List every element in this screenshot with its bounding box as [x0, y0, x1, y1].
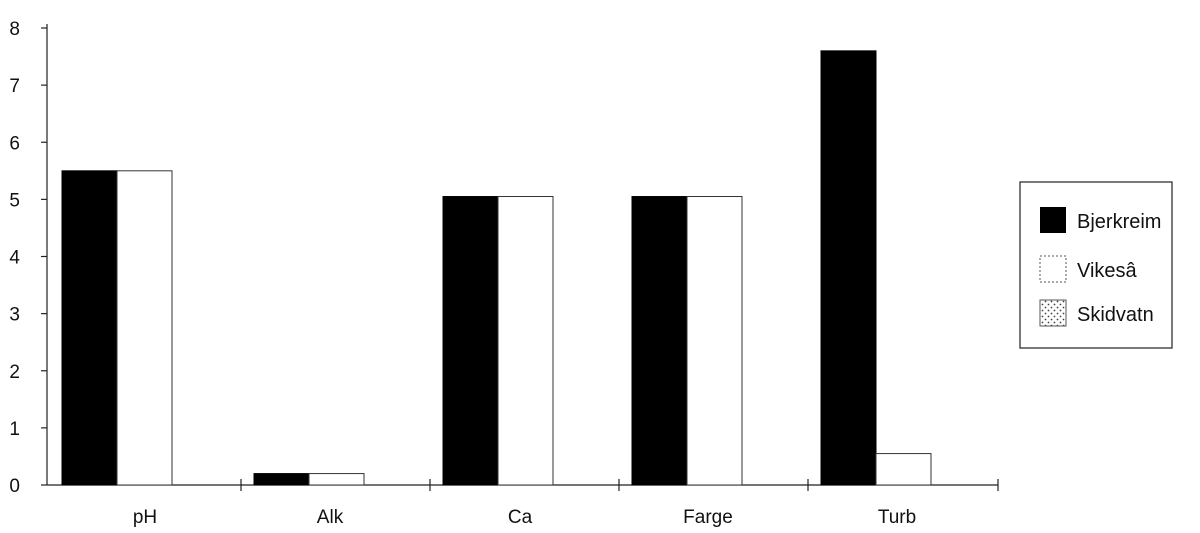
y-tick-label: 7 [9, 76, 20, 97]
y-tick-label: 4 [9, 248, 20, 269]
bar-bjerkreim-ph [61, 170, 118, 486]
legend: Bjerkreim Vikesâ Skidvatn [1019, 181, 1173, 349]
bar-vikes--ca [497, 196, 554, 486]
x-category-label: Ca [508, 507, 533, 528]
category-labels: pH Alk Ca Farge Turb [133, 507, 916, 528]
y-tick-label: 8 [9, 19, 20, 40]
y-tick-label: 3 [9, 305, 20, 326]
legend-swatch-skidvatn [1039, 299, 1067, 327]
legend-label-skidvatn: Skidvatn [1077, 304, 1154, 326]
x-category-label: Farge [683, 507, 733, 528]
bar-bjerkreim-farge [631, 196, 688, 486]
y-tick-label: 2 [9, 362, 20, 383]
legend-swatch-vikesa [1039, 255, 1067, 283]
y-tick-label: 5 [9, 190, 20, 211]
bar-bjerkreim-turb [820, 50, 877, 486]
tick-labels: 0 1 2 3 4 5 6 7 8 [9, 19, 20, 497]
bar-bjerkreim-ca [442, 196, 499, 486]
y-tick-label: 6 [9, 133, 20, 154]
legend-label-vikesa: Vikesâ [1077, 260, 1138, 282]
legend-swatch-bjerkreim [1040, 207, 1066, 233]
bars [61, 50, 932, 486]
bar-vikes--farge [686, 196, 743, 486]
y-tick-label: 1 [9, 419, 20, 440]
legend-label-bjerkreim: Bjerkreim [1077, 211, 1161, 233]
bar-vikes--turb [875, 453, 932, 486]
bar-vikes--ph [116, 170, 173, 486]
bar-bjerkreim-alk [253, 473, 310, 486]
y-tick-label: 0 [9, 476, 20, 497]
bar-vikes--alk [308, 473, 365, 486]
x-category-label: Turb [878, 507, 916, 528]
x-category-label: Alk [317, 507, 344, 528]
x-category-label: pH [133, 507, 157, 528]
